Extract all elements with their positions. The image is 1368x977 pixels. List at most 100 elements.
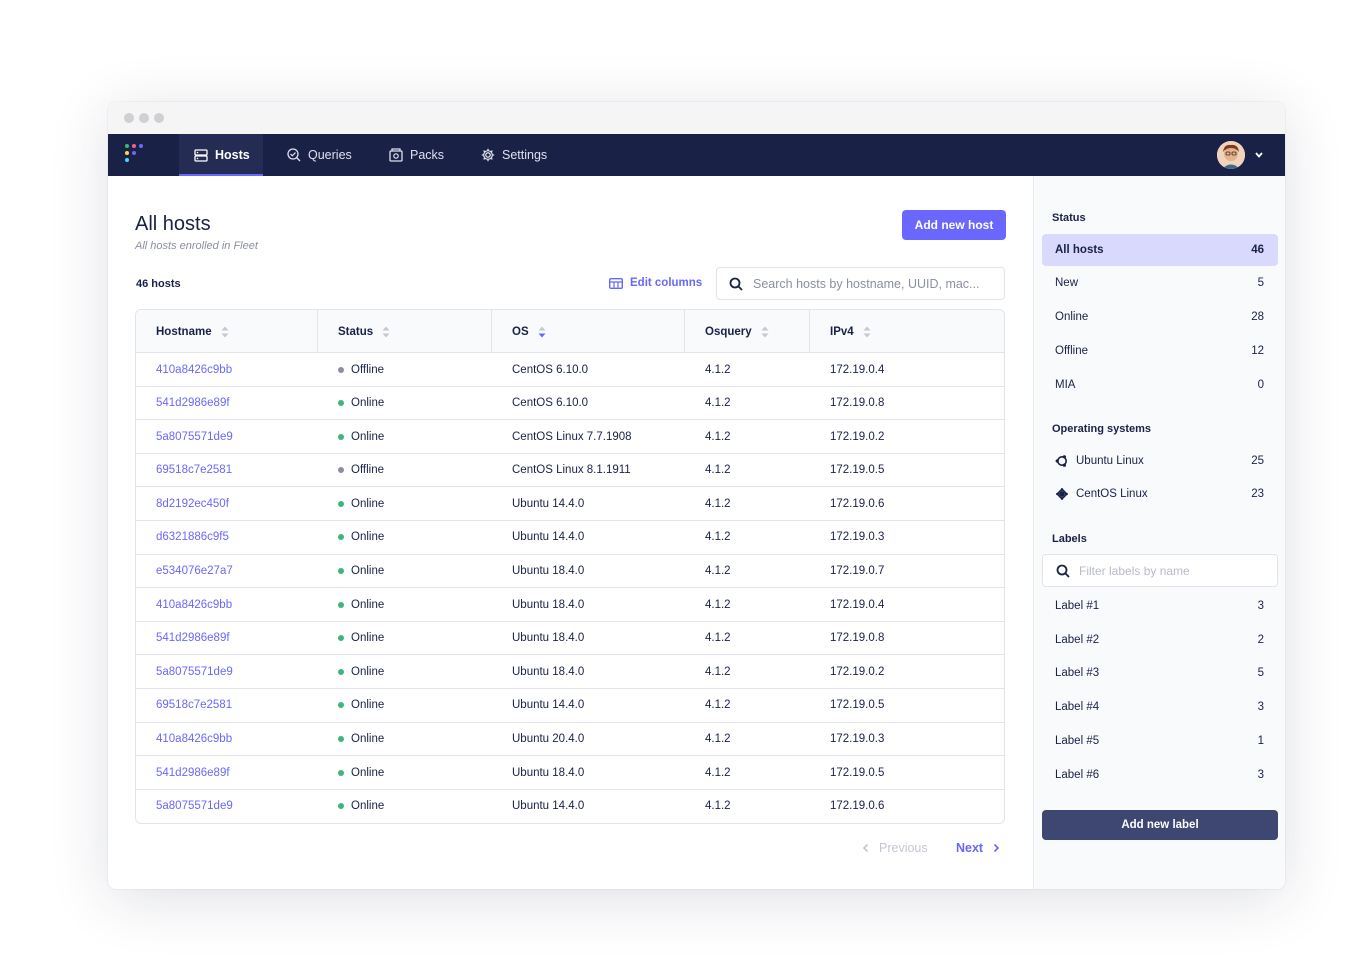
previous-page-button[interactable]: Previous (862, 841, 928, 855)
sidebar-item-count: 3 (1257, 768, 1264, 781)
table-row[interactable]: 5a8075571de9 Online CentOS Linux 7.7.1908 4… (136, 420, 1004, 454)
column-header-status[interactable]: Status (318, 310, 492, 353)
table-row[interactable]: 69518c7e2581 Online Ubuntu 14.4.0 4.1.2 172.… (136, 689, 1004, 723)
nav-settings[interactable]: Settings (481, 134, 547, 176)
table-row[interactable]: 5a8075571de9 Online Ubuntu 14.4.0 4.1.2 172.… (136, 790, 1004, 823)
cell-hostname[interactable]: 8d2192ec450f (156, 487, 229, 520)
window-minimize-dot[interactable] (139, 113, 149, 123)
label-filter-4[interactable]: Label #4 3 (1042, 691, 1278, 723)
chevron-down-icon[interactable] (1254, 150, 1264, 160)
status-filter-new[interactable]: New 5 (1042, 267, 1278, 299)
search-icon (1056, 564, 1070, 578)
cell-hostname[interactable]: 69518c7e2581 (156, 454, 232, 487)
sidebar-item-label: Label #4 (1055, 701, 1100, 714)
cell-status: Online (338, 622, 384, 655)
next-label: Next (956, 841, 984, 855)
status-dot-icon (338, 702, 344, 709)
hostname-link[interactable]: 541d2986e89f (156, 766, 230, 779)
status-dot-icon (338, 400, 344, 407)
cell-hostname[interactable]: 5a8075571de9 (156, 655, 233, 688)
hostname-link[interactable]: 5a8075571de9 (156, 800, 233, 813)
label-filter-6[interactable]: Label #6 3 (1042, 759, 1278, 791)
hostname-link[interactable]: 5a8075571de9 (156, 665, 233, 678)
cell-hostname[interactable]: 410a8426c9bb (156, 723, 232, 756)
osquery-text: 4.1.2 (705, 800, 731, 813)
sidebar-item-count: 12 (1251, 345, 1264, 357)
table-row[interactable]: 8d2192ec450f Online Ubuntu 14.4.0 4.1.2 172.… (136, 487, 1004, 521)
hostname-link[interactable]: 410a8426c9bb (156, 363, 233, 376)
hostname-link[interactable]: 410a8426c9bb (156, 598, 233, 611)
ipv4-text: 172.19.0.7 (830, 565, 885, 578)
cell-hostname[interactable]: 541d2986e89f (156, 387, 230, 420)
label-filter-1[interactable]: Label #1 3 (1042, 590, 1278, 622)
os-filter-ubuntu-linux[interactable]: Ubuntu Linux 25 (1042, 445, 1278, 477)
os-text: Ubuntu 20.4.0 (512, 733, 585, 746)
table-row[interactable]: 5a8075571de9 Online Ubuntu 18.4.0 4.1.2 172.… (136, 655, 1004, 689)
cell-hostname[interactable]: 5a8075571de9 (156, 790, 233, 823)
table-row[interactable]: 410a8426c9bb Offline CentOS 6.10.0 4.1.2 172… (136, 353, 1004, 387)
avatar[interactable] (1217, 141, 1245, 169)
status-filter-mia[interactable]: MIA 0 (1042, 369, 1278, 401)
label-filter-5[interactable]: Label #5 1 (1042, 725, 1278, 757)
hostname-link[interactable]: 541d2986e89f (156, 397, 230, 410)
column-header-hostname[interactable]: Hostname (136, 310, 318, 353)
host-search-input[interactable] (753, 276, 998, 291)
window-close-dot[interactable] (124, 113, 134, 123)
hostname-link[interactable]: 541d2986e89f (156, 632, 230, 645)
cell-hostname[interactable]: 541d2986e89f (156, 756, 230, 789)
cell-hostname[interactable]: 5a8075571de9 (156, 420, 233, 453)
hostname-link[interactable]: 8d2192ec450f (156, 497, 229, 510)
cell-ipv4: 172.19.0.6 (830, 487, 884, 520)
chevron-left-icon (862, 843, 869, 853)
hostname-link[interactable]: 69518c7e2581 (156, 699, 233, 712)
cell-ipv4: 172.19.0.4 (830, 588, 884, 621)
column-header-osquery[interactable]: Osquery (685, 310, 810, 353)
label-search-input[interactable] (1079, 563, 1269, 578)
hostname-link[interactable]: 410a8426c9bb (156, 733, 233, 746)
column-header-os[interactable]: OS (492, 310, 685, 353)
window-maximize-dot[interactable] (154, 113, 164, 123)
status-dot-icon (338, 366, 344, 373)
cell-status: Offline (338, 454, 384, 487)
label-filter-3[interactable]: Label #3 5 (1042, 657, 1278, 689)
edit-columns-button[interactable]: Edit columns (609, 277, 702, 289)
status-filter-offline[interactable]: Offline 12 (1042, 335, 1278, 367)
status-text: Online (351, 665, 385, 678)
table-row[interactable]: 541d2986e89f Online Ubuntu 18.4.0 4.1.2 172.… (136, 622, 1004, 656)
add-label-button[interactable]: Add new label (1042, 810, 1278, 840)
cell-hostname[interactable]: 410a8426c9bb (156, 353, 232, 386)
nav-queries-label: Queries (308, 148, 352, 162)
table-row[interactable]: 541d2986e89f Online CentOS 6.10.0 4.1.2 172.… (136, 387, 1004, 421)
table-row[interactable]: 69518c7e2581 Offline CentOS Linux 8.1.1911… (136, 454, 1004, 488)
table-row[interactable]: 541d2986e89f Online Ubuntu 18.4.0 4.1.2 172.… (136, 756, 1004, 790)
hostname-link[interactable]: 5a8075571de9 (156, 430, 233, 443)
next-page-button[interactable]: Next (956, 841, 1000, 855)
nav-hosts[interactable]: Hosts (179, 134, 263, 176)
cell-status: Offline (338, 353, 384, 386)
cell-hostname[interactable]: 410a8426c9bb (156, 588, 232, 621)
add-host-button[interactable]: Add new host (902, 210, 1006, 240)
table-row[interactable]: 410a8426c9bb Online Ubuntu 20.4.0 4.1.2 172.… (136, 723, 1004, 757)
nav-packs[interactable]: Packs (389, 134, 444, 176)
table-row[interactable]: d6321886c9f5 Online Ubuntu 14.4.0 4.1.2 172.… (136, 521, 1004, 555)
status-filter-online[interactable]: Online 28 (1042, 301, 1278, 333)
cell-hostname[interactable]: 69518c7e2581 (156, 689, 232, 722)
cell-hostname[interactable]: e534076e27a7 (156, 555, 233, 588)
ubuntu-icon (1055, 455, 1067, 467)
table-row[interactable]: e534076e27a7 Online Ubuntu 18.4.0 4.1.2 172.… (136, 555, 1004, 589)
cell-hostname[interactable]: d6321886c9f5 (156, 521, 229, 554)
hostname-link[interactable]: 69518c7e2581 (156, 464, 233, 477)
table-row[interactable]: 410a8426c9bb Online Ubuntu 18.4.0 4.1.2 172.… (136, 588, 1004, 622)
cell-os: Ubuntu 14.4.0 (512, 487, 584, 520)
nav-queries[interactable]: Queries (287, 134, 352, 176)
fleet-logo-icon[interactable] (125, 144, 145, 164)
cell-hostname[interactable]: 541d2986e89f (156, 622, 230, 655)
status-text: Online (351, 800, 385, 813)
status-filter-all-hosts[interactable]: All hosts 46 (1042, 234, 1278, 266)
status-text: Online (351, 397, 385, 410)
label-filter-2[interactable]: Label #2 2 (1042, 624, 1278, 656)
os-filter-centos-linux[interactable]: CentOS Linux 23 (1042, 478, 1278, 510)
hostname-link[interactable]: e534076e27a7 (156, 565, 233, 578)
hostname-link[interactable]: d6321886c9f5 (156, 531, 229, 544)
column-header-ipv4[interactable]: IPv4 (810, 310, 1004, 353)
